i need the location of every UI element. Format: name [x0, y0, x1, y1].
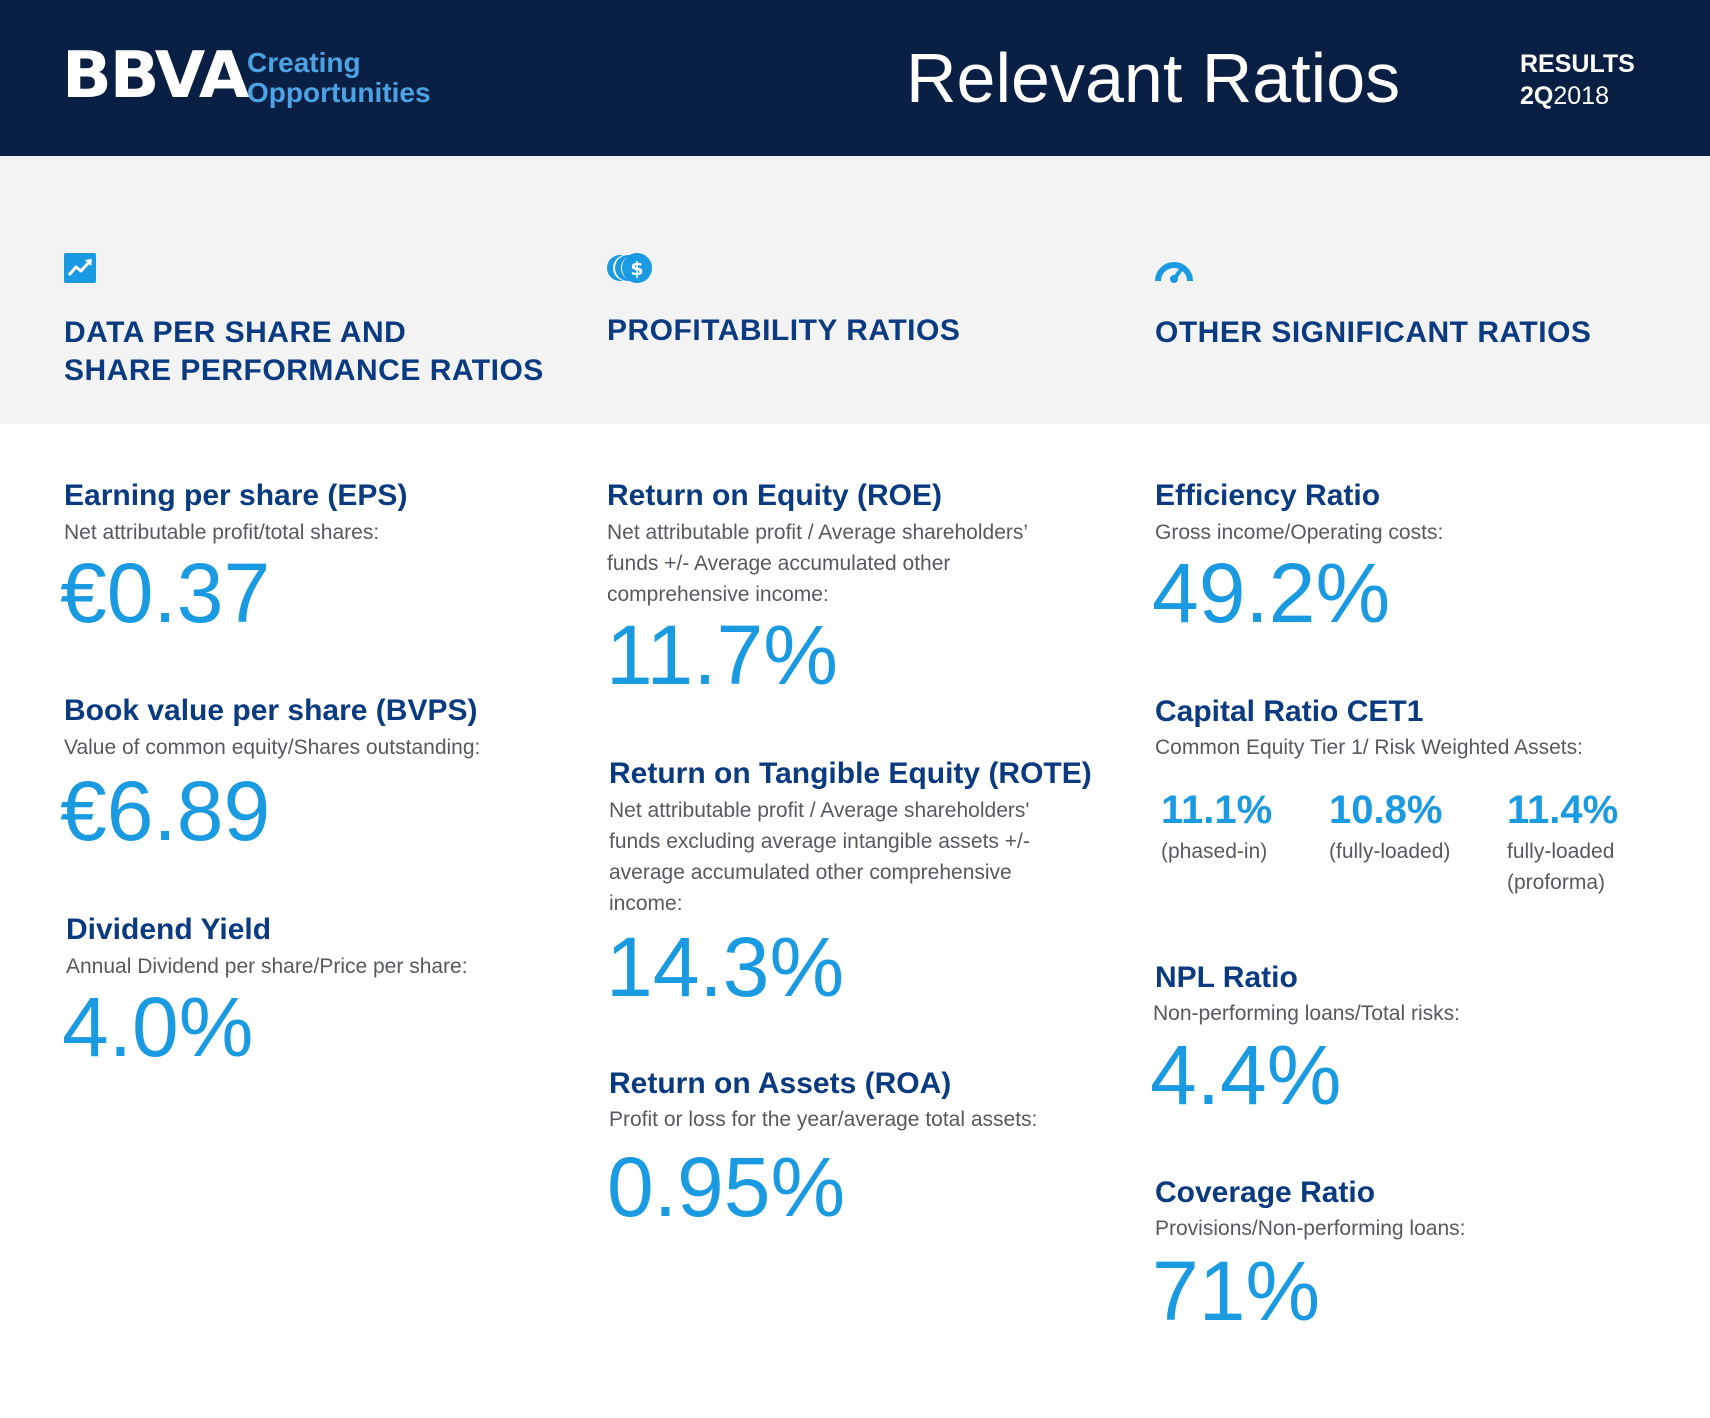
- cet1-desc: Common Equity Tier 1/ Risk Weighted Asse…: [1155, 736, 1583, 759]
- npl-value: 4.4%: [1150, 1028, 1342, 1122]
- category-band: [0, 156, 1710, 424]
- dividend-desc: Annual Dividend per share/Price per shar…: [66, 955, 468, 978]
- rote-desc: Net attributable profit / Average shareh…: [609, 795, 1030, 919]
- results-label: RESULTS: [1520, 50, 1635, 78]
- category-title-profitability: PROFITABILITY RATIOS: [607, 312, 960, 350]
- header-bar: BBVA Creating Opportunities Relevant Rat…: [0, 0, 1710, 156]
- eps-desc: Net attributable profit/total shares:: [64, 521, 380, 544]
- cet1-fully-loaded-value: 10.8%: [1329, 788, 1443, 832]
- efficiency-desc: Gross income/Operating costs:: [1155, 521, 1444, 544]
- category-title-line: SHARE PERFORMANCE RATIOS: [64, 354, 544, 387]
- bvps-name: Book value per share (BVPS): [64, 694, 478, 727]
- rote-name: Return on Tangible Equity (ROTE): [609, 757, 1092, 790]
- cet1-proforma-label-line: (proforma): [1507, 871, 1606, 894]
- tagline-line1: Creating: [247, 47, 361, 78]
- category-title-line: OTHER SIGNIFICANT RATIOS: [1155, 316, 1592, 349]
- trend-chart-icon: [64, 253, 96, 283]
- roe-desc-line: funds +/- Average accumulated other: [607, 552, 951, 575]
- results-period: RESULTS 2Q2018: [1520, 48, 1635, 112]
- efficiency-value: 49.2%: [1152, 546, 1391, 640]
- efficiency-name: Efficiency Ratio: [1155, 479, 1381, 512]
- rote-desc-line: income:: [609, 892, 683, 915]
- category-title-other: OTHER SIGNIFICANT RATIOS: [1155, 314, 1591, 352]
- results-year: 2018: [1553, 82, 1609, 110]
- dividend-name: Dividend Yield: [66, 913, 272, 946]
- roa-value: 0.95%: [607, 1140, 846, 1234]
- category-title-line: DATA PER SHARE AND: [64, 316, 407, 349]
- bvps-value: €6.89: [60, 764, 271, 858]
- cet1-proforma-label-line: fully-loaded: [1507, 840, 1615, 863]
- rote-desc-line: average accumulated other comprehensive: [609, 861, 1012, 884]
- bvps-desc: Value of common equity/Shares outstandin…: [64, 736, 481, 759]
- rote-value: 14.3%: [606, 920, 845, 1014]
- roe-value: 11.7%: [606, 608, 838, 702]
- roe-desc: Net attributable profit / Average shareh…: [607, 517, 1028, 610]
- rote-desc-line: funds excluding average intangible asset…: [609, 830, 1030, 853]
- roe-desc-line: comprehensive income:: [607, 583, 829, 606]
- cet1-fully-loaded-label: (fully-loaded): [1329, 840, 1451, 863]
- svg-text:$: $: [630, 258, 643, 280]
- category-title-share-data: DATA PER SHARE AND SHARE PERFORMANCE RAT…: [64, 314, 544, 390]
- category-title-line: PROFITABILITY RATIOS: [607, 314, 961, 347]
- speedometer-icon: [1154, 253, 1194, 285]
- dividend-value: 4.0%: [62, 980, 254, 1074]
- coverage-desc: Provisions/Non-performing loans:: [1155, 1217, 1466, 1240]
- npl-name: NPL Ratio: [1155, 961, 1298, 994]
- roe-desc-line: Net attributable profit / Average shareh…: [607, 521, 1029, 544]
- cet1-phased-in-label: (phased-in): [1161, 840, 1268, 863]
- eps-name: Earning per share (EPS): [64, 479, 408, 512]
- tagline: Creating Opportunities: [247, 48, 431, 108]
- roa-desc: Profit or loss for the year/average tota…: [609, 1108, 1038, 1131]
- eps-value: €0.37: [60, 546, 271, 640]
- coverage-value: 71%: [1152, 1244, 1321, 1338]
- rote-desc-line: Net attributable profit / Average shareh…: [609, 799, 1030, 822]
- roe-name: Return on Equity (ROE): [607, 479, 942, 512]
- cet1-name: Capital Ratio CET1: [1155, 695, 1424, 728]
- bbva-logo: BBVA: [62, 39, 249, 113]
- page-title: Relevant Ratios: [906, 39, 1401, 117]
- results-quarter: 2Q: [1520, 82, 1554, 110]
- tagline-line2: Opportunities: [247, 77, 431, 108]
- cet1-proforma-label: fully-loaded (proforma): [1507, 836, 1614, 898]
- coverage-name: Coverage Ratio: [1155, 1176, 1376, 1209]
- roa-name: Return on Assets (ROA): [609, 1067, 952, 1100]
- cet1-phased-in-value: 11.1%: [1161, 788, 1273, 832]
- coins-icon: $: [606, 251, 654, 285]
- cet1-proforma-value: 11.4%: [1507, 788, 1619, 832]
- npl-desc: Non-performing loans/Total risks:: [1153, 1002, 1460, 1025]
